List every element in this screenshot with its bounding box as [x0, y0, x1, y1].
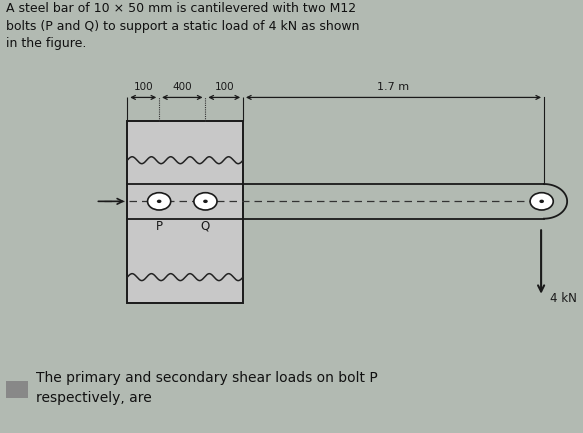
Circle shape	[157, 200, 161, 203]
Circle shape	[194, 193, 217, 210]
Text: P: P	[156, 220, 163, 233]
Text: Q: Q	[201, 220, 210, 233]
Text: 400: 400	[173, 82, 192, 92]
Text: The primary and secondary shear loads on bolt P
respectively, are: The primary and secondary shear loads on…	[37, 371, 378, 404]
Text: 4 kN: 4 kN	[550, 292, 577, 305]
Circle shape	[530, 193, 553, 210]
Text: A steel bar of 10 × 50 mm is cantilevered with two M12
bolts (P and Q) to suppor: A steel bar of 10 × 50 mm is cantilevere…	[6, 2, 359, 50]
Bar	[6, 381, 28, 398]
Text: 100: 100	[134, 82, 153, 92]
Circle shape	[203, 200, 208, 203]
Bar	[127, 121, 243, 303]
Text: 100: 100	[215, 82, 234, 92]
Text: 1.7 m: 1.7 m	[377, 82, 410, 92]
Circle shape	[539, 200, 544, 203]
Circle shape	[147, 193, 171, 210]
